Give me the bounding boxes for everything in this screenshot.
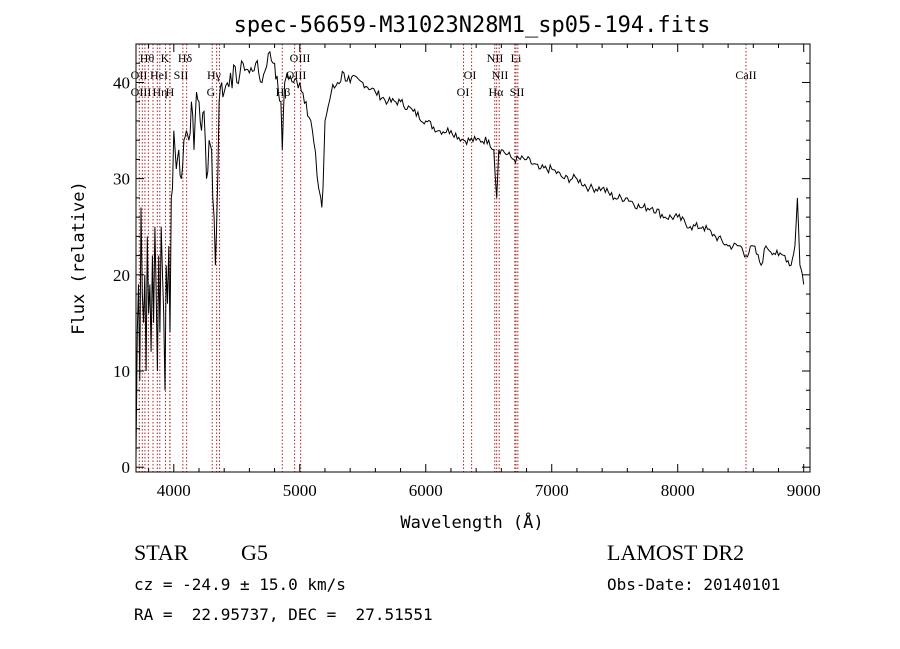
y-axis-ticks: 0 10 20 30 40 <box>113 62 810 477</box>
x-axis-ticks: 4000 5000 6000 7000 8000 9000 <box>148 44 821 500</box>
x-tick-label: 8000 <box>661 481 695 500</box>
line-label-row3-5: OI <box>457 85 470 99</box>
line-label-row1-2: Hδ <box>178 51 193 65</box>
line-label-row2-7: CaII <box>735 68 756 82</box>
line-label-row3-3: G <box>207 85 216 99</box>
y-tick-label: 20 <box>113 266 130 285</box>
x-tick-label: 7000 <box>535 481 569 500</box>
y-tick-label: 30 <box>113 170 130 189</box>
line-label-row2-1: HeI <box>150 68 168 82</box>
line-label-row2-2: SII <box>174 68 189 82</box>
object-subclass: G5 <box>241 540 268 565</box>
y-tick-label: 10 <box>113 362 130 381</box>
object-class: STAR <box>134 540 189 565</box>
line-label-row1-5: Li <box>511 51 522 65</box>
line-label-row1-1: K <box>161 51 170 65</box>
line-label-row1-0: Hθ <box>140 51 155 65</box>
y-tick-label: 0 <box>122 458 131 477</box>
survey-name: LAMOST DR2 <box>607 540 745 565</box>
line-label-row2-5: OI <box>464 68 477 82</box>
spectrum-line <box>135 50 805 458</box>
line-label-row3-7: SII <box>510 85 525 99</box>
redshift-text: cz = -24.9 ± 15.0 km/s <box>134 575 346 594</box>
coordinates-text: RA = 22.95737, DEC = 27.51551 <box>134 605 433 624</box>
plot-frame <box>135 43 811 473</box>
line-label-row3-0: OIII <box>131 85 152 99</box>
x-tick-label: 4000 <box>157 481 191 500</box>
x-tick-label: 9000 <box>787 481 821 500</box>
obs-date-text: Obs-Date: 20140101 <box>607 575 781 594</box>
line-label-row1-3: OIII <box>290 51 311 65</box>
line-label-row3-6: Hα <box>489 85 505 99</box>
line-label-row3-1: Hη <box>153 85 168 99</box>
x-tick-label: 6000 <box>409 481 443 500</box>
line-label-row3-2: H <box>166 85 175 99</box>
line-label-row1-4: NII <box>487 51 504 65</box>
x-tick-label: 5000 <box>283 481 317 500</box>
y-tick-label: 40 <box>113 73 130 92</box>
line-label-row2-0: OII <box>131 68 148 82</box>
chart-title: spec-56659-M31023N28M1_sp05-194.fits <box>234 13 711 38</box>
spectrum-series <box>135 50 805 458</box>
x-axis-label: Wavelength (Å) <box>400 511 543 533</box>
y-axis-label: Flux (relative) <box>69 181 89 335</box>
spectral-line-markers <box>138 44 747 472</box>
line-label-row2-6: NII <box>492 68 509 82</box>
line-label-row2-3: Hγ <box>207 68 222 82</box>
